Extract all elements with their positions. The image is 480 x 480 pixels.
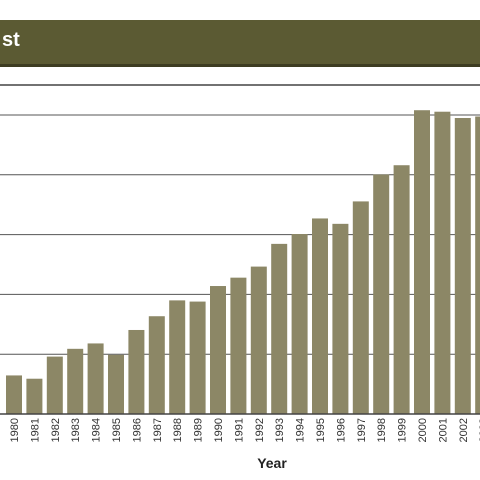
bar (6, 375, 22, 414)
bar (291, 234, 308, 414)
bar (189, 301, 206, 414)
x-tick-label: 1982 (50, 418, 62, 442)
x-tick-label: 1991 (233, 418, 245, 442)
bar (210, 286, 226, 414)
x-tick-label: 2001 (437, 418, 449, 442)
x-tick-label: 1980 (9, 418, 21, 442)
bar (67, 348, 84, 414)
bar (46, 356, 63, 414)
bar (230, 277, 247, 414)
bar (128, 329, 145, 414)
bar (312, 218, 328, 414)
bar (108, 354, 124, 414)
bar (454, 117, 471, 415)
bar (434, 111, 451, 414)
x-tick-label: 1996 (335, 418, 347, 442)
chart-title: st (2, 29, 20, 51)
bar (169, 300, 186, 414)
bar (475, 116, 480, 415)
x-tick-label: 1987 (152, 418, 164, 442)
bar (393, 165, 410, 414)
bar (332, 223, 349, 414)
x-tick-label: 1997 (356, 418, 368, 442)
x-tick-label: 1993 (274, 418, 286, 442)
bar (352, 201, 369, 414)
x-tick-label: 1983 (70, 418, 82, 442)
bar (26, 378, 43, 414)
bar (414, 110, 430, 414)
x-tick-label: 1998 (376, 418, 388, 442)
x-tick-label: 1985 (111, 418, 123, 442)
x-tick-label: 1988 (172, 418, 184, 442)
x-tick-label: 1984 (91, 418, 103, 442)
x-tick-label: 2002 (458, 418, 470, 442)
bar (250, 266, 267, 414)
x-tick-label: 1989 (193, 418, 205, 442)
x-tick-label: 1995 (315, 418, 327, 442)
bar (87, 343, 104, 414)
x-tick-label: 1986 (131, 418, 143, 442)
x-tick-label: 1999 (397, 418, 409, 442)
x-tick-label: 2003 (478, 418, 480, 442)
bar (148, 316, 165, 414)
bar (271, 243, 288, 414)
bar (373, 174, 390, 414)
x-tick-label: 1990 (213, 418, 225, 442)
x-tick-label: 1992 (254, 418, 266, 442)
x-tick-label: 2000 (417, 418, 429, 442)
x-tick-label: 1981 (29, 418, 41, 442)
title-bar: st (0, 20, 480, 67)
x-axis-title: Year (257, 455, 287, 471)
x-tick-label: 1994 (295, 418, 307, 442)
